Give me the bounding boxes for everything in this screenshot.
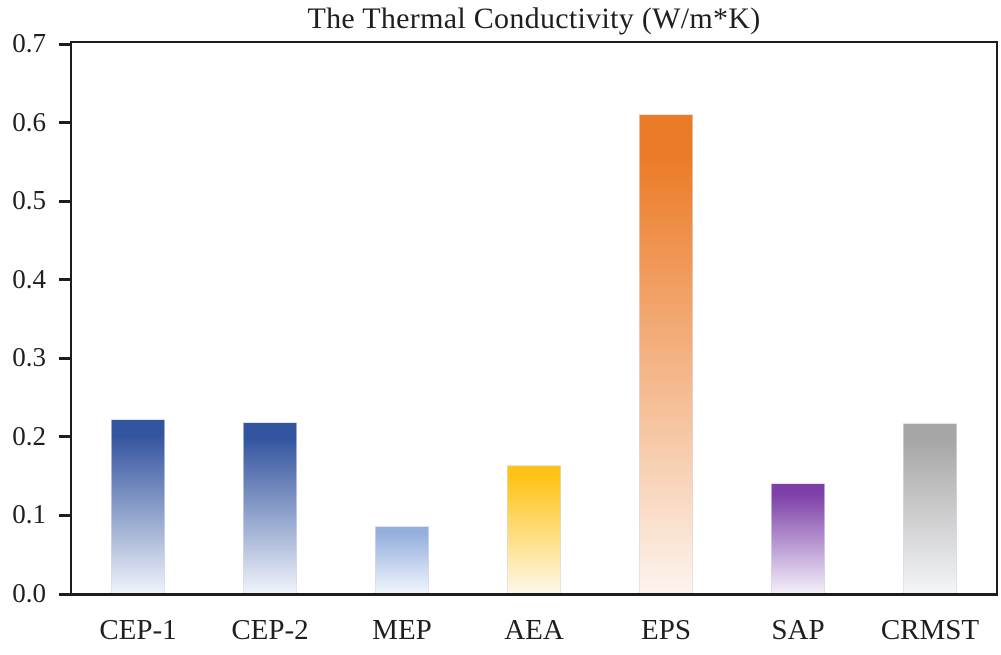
y-tick-label-0.1: 0.1 <box>12 499 46 530</box>
y-tick-label-0.5: 0.5 <box>12 185 46 216</box>
y-tick-label-0.6: 0.6 <box>12 106 46 137</box>
y-tick-label-0.3: 0.3 <box>12 342 46 373</box>
y-tick-0.5 <box>59 199 70 203</box>
x-category-label-CRMST: CRMST <box>880 614 980 646</box>
x-category-label-SAP: SAP <box>771 614 825 646</box>
bar-MEP <box>375 526 429 593</box>
y-tick-0.0 <box>59 592 70 596</box>
plot-area <box>59 41 998 596</box>
y-tick-label-0.2: 0.2 <box>12 420 46 451</box>
y-tick-label-0.4: 0.4 <box>12 263 46 294</box>
bar-EPS <box>639 113 693 593</box>
y-tick-0.6 <box>59 121 70 125</box>
x-category-label-CEP-2: CEP-2 <box>231 614 309 646</box>
chart-title: The Thermal Conductivity (W/m*K) <box>307 2 761 35</box>
bar-CEP-1 <box>111 419 165 593</box>
y-tick-label-0.0: 0.0 <box>12 578 46 608</box>
bar-AEA <box>507 464 561 593</box>
y-tick-0.3 <box>59 356 70 360</box>
y-tick-0.2 <box>59 435 70 439</box>
y-tick-0.4 <box>59 278 70 282</box>
x-category-label-MEP: MEP <box>372 614 432 646</box>
x-category-label-AEA: AEA <box>504 614 564 646</box>
bar-SAP <box>771 483 825 593</box>
y-tick-label-0.7: 0.7 <box>12 28 46 58</box>
y-tick-0.7 <box>59 42 70 46</box>
x-category-label-EPS: EPS <box>641 614 691 646</box>
y-tick-0.1 <box>59 513 70 517</box>
x-category-label-CEP-1: CEP-1 <box>99 614 177 646</box>
bar-CRMST <box>903 422 957 593</box>
bar-CEP-2 <box>243 421 297 593</box>
